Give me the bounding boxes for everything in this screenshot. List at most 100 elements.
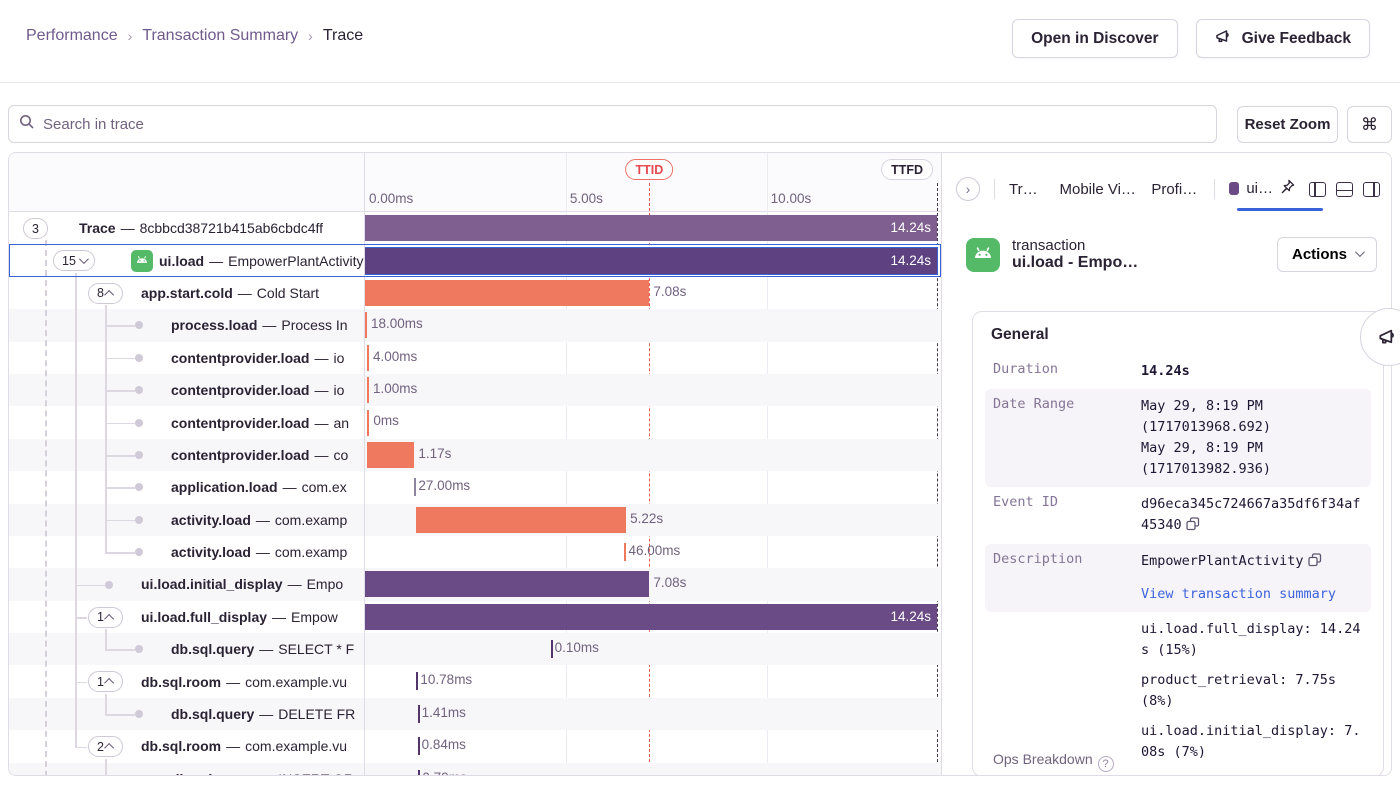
collapse-panel-chevron-icon[interactable]: › <box>956 177 980 201</box>
span-duration-row[interactable]: 10.78ms <box>365 665 941 697</box>
layout-right-panel-icon[interactable] <box>1363 181 1380 197</box>
span-children-count-pill[interactable]: 8 <box>88 282 123 304</box>
span-duration-label: 0.79ms <box>422 770 466 775</box>
span-duration-bar[interactable]: 14.24s <box>365 215 937 242</box>
layout-left-panel-icon[interactable] <box>1309 181 1326 197</box>
span-duration-row[interactable]: 14.24s <box>365 212 941 244</box>
span-duration-bar[interactable] <box>365 312 367 339</box>
span-children-count-pill[interactable]: 2 <box>88 736 123 758</box>
tab-trace[interactable]: Trace <box>1009 180 1046 198</box>
tree-node-dot <box>135 418 143 427</box>
span-duration-bar[interactable] <box>365 279 650 306</box>
feedback-floating-button[interactable] <box>1360 308 1400 366</box>
span-tree-row[interactable]: contentprovider.load — io <box>9 373 364 407</box>
shortcut-command-button[interactable]: ⌘ <box>1347 106 1392 143</box>
detail-row-value: d96eca345c724667a35df6f34af45340 <box>1141 494 1363 538</box>
span-duration-bar[interactable]: 14.24s <box>365 603 937 630</box>
span-duration-bar[interactable] <box>365 571 650 598</box>
span-duration-row[interactable]: 1.00ms <box>365 373 941 407</box>
span-duration-row[interactable]: 1.17s <box>365 438 941 472</box>
actions-button[interactable]: Actions <box>1276 237 1377 272</box>
tree-timeline-divider[interactable] <box>364 153 365 775</box>
span-tree-row[interactable]: activity.load — com.examp <box>9 536 364 568</box>
span-tree-row[interactable]: ui.load.initial_display — Empo <box>9 568 364 601</box>
span-tree-row[interactable]: 8 app.start.cold — Cold Start <box>9 277 364 309</box>
span-tree-row[interactable]: 3 Trace —8cbbcd38721b415ab6cbdc4ff <box>9 212 364 244</box>
span-duration-row[interactable]: 0ms <box>365 406 941 438</box>
view-transaction-summary-link[interactable]: View transaction summary <box>1141 586 1337 603</box>
span-duration-bar[interactable] <box>367 441 415 468</box>
span-duration-row[interactable]: 0.79ms <box>365 762 941 775</box>
span-tree-row[interactable]: contentprovider.load — an <box>9 406 364 438</box>
span-tree-row[interactable]: db.sql.query — DELETE FR <box>9 697 364 731</box>
breadcrumb-transaction-summary[interactable]: Transaction Summary <box>142 27 299 44</box>
span-children-count-pill[interactable]: 1 <box>88 606 123 628</box>
span-tick-mark[interactable] <box>417 737 420 756</box>
tree-node-dot <box>105 580 113 589</box>
span-label: contentprovider.load — an <box>171 415 349 431</box>
span-op-name: contentprovider.load <box>171 414 310 431</box>
span-tick-mark[interactable] <box>418 769 421 775</box>
layout-bottom-panel-icon[interactable] <box>1336 181 1353 197</box>
span-tree-row[interactable]: contentprovider.load — io <box>9 342 364 374</box>
span-children-count-pill[interactable]: 15 <box>53 250 95 272</box>
breadcrumb-performance[interactable]: Performance <box>26 27 118 44</box>
span-tree-row[interactable]: 1 db.sql.room — com.example.vu <box>9 665 364 697</box>
span-duration-bar[interactable] <box>416 506 627 533</box>
span-duration-row[interactable]: 7.08s <box>365 277 941 309</box>
span-op-name: ui.load <box>159 252 205 269</box>
span-duration-row[interactable]: 18.00ms <box>365 309 941 342</box>
span-duration-row[interactable]: 46.00ms <box>365 536 941 568</box>
span-duration-row[interactable]: 27.00ms <box>365 471 941 503</box>
span-children-count-pill[interactable]: 3 <box>23 218 48 239</box>
tab-ui-load-active[interactable]: ui… <box>1228 179 1295 200</box>
copy-icon[interactable] <box>1185 516 1200 538</box>
span-tree-row[interactable]: process.load — Process In <box>9 309 364 342</box>
span-description: com.ex <box>301 479 347 496</box>
dash-separator: — <box>282 479 297 496</box>
ttid-badge[interactable]: TTID <box>625 159 674 180</box>
span-duration-label: 10.78ms <box>420 672 473 688</box>
span-tree-row[interactable]: activity.load — com.examp <box>9 503 364 536</box>
give-feedback-button[interactable]: Give Feedback <box>1195 19 1370 58</box>
span-duration-row[interactable]: 4.00ms <box>365 342 941 374</box>
span-duration-bar[interactable] <box>367 409 370 436</box>
span-tick-mark[interactable] <box>624 542 627 561</box>
tree-guide-line <box>105 325 135 327</box>
span-tick-mark[interactable] <box>417 704 420 723</box>
span-duration-row[interactable]: 1.41ms <box>365 697 941 731</box>
span-tree-row[interactable]: db.sql.query — SELECT * F <box>9 633 364 666</box>
tree-guide-line <box>75 681 87 684</box>
span-tree-row[interactable]: db.sql.query—INSERT OR <box>9 762 364 775</box>
tab-profiles[interactable]: Profiles <box>1151 180 1200 198</box>
tab-mobile-vitals[interactable]: Mobile Vit… <box>1059 180 1138 198</box>
reset-zoom-button[interactable]: Reset Zoom <box>1237 106 1338 143</box>
span-duration-bar[interactable] <box>367 377 369 404</box>
span-duration-bar[interactable]: 14.24s <box>365 246 938 275</box>
ttfd-badge[interactable]: TTFD <box>881 159 933 180</box>
span-duration-bar[interactable] <box>367 344 369 371</box>
search-input[interactable] <box>43 115 1206 133</box>
span-tree-row[interactable]: application.load — com.ex <box>9 471 364 503</box>
span-tick-mark[interactable] <box>550 640 553 659</box>
span-duration-row[interactable]: 14.24s <box>365 601 941 633</box>
span-duration-row[interactable]: 14.24s <box>365 244 941 277</box>
span-children-count-pill[interactable]: 1 <box>88 671 123 693</box>
span-tree-row[interactable]: 15 ui.load — EmpowerPlantActivity <box>9 244 364 277</box>
open-in-discover-button[interactable]: Open in Discover <box>1012 19 1178 58</box>
copy-icon[interactable] <box>1307 553 1322 574</box>
span-tick-mark[interactable] <box>416 672 419 691</box>
help-question-icon[interactable]: ? <box>1097 755 1114 772</box>
span-tick-mark[interactable] <box>414 478 417 497</box>
span-duration-row[interactable]: 0.10ms <box>365 633 941 666</box>
timeline-axis-label: 0.00ms <box>369 191 414 206</box>
span-duration-row[interactable]: 7.08s <box>365 568 941 601</box>
span-tree-row[interactable]: contentprovider.load — co <box>9 438 364 472</box>
span-tree-row[interactable]: 2 db.sql.room — com.example.vu <box>9 730 364 762</box>
span-duration-label: 14.24s <box>890 252 931 268</box>
span-duration-row[interactable]: 0.84ms <box>365 730 941 762</box>
span-duration-label: 5.22s <box>630 510 664 526</box>
span-tree-row[interactable]: 1 ui.load.full_display — Empow <box>9 601 364 633</box>
pin-icon[interactable] <box>1280 179 1295 198</box>
span-duration-row[interactable]: 5.22s <box>365 503 941 536</box>
